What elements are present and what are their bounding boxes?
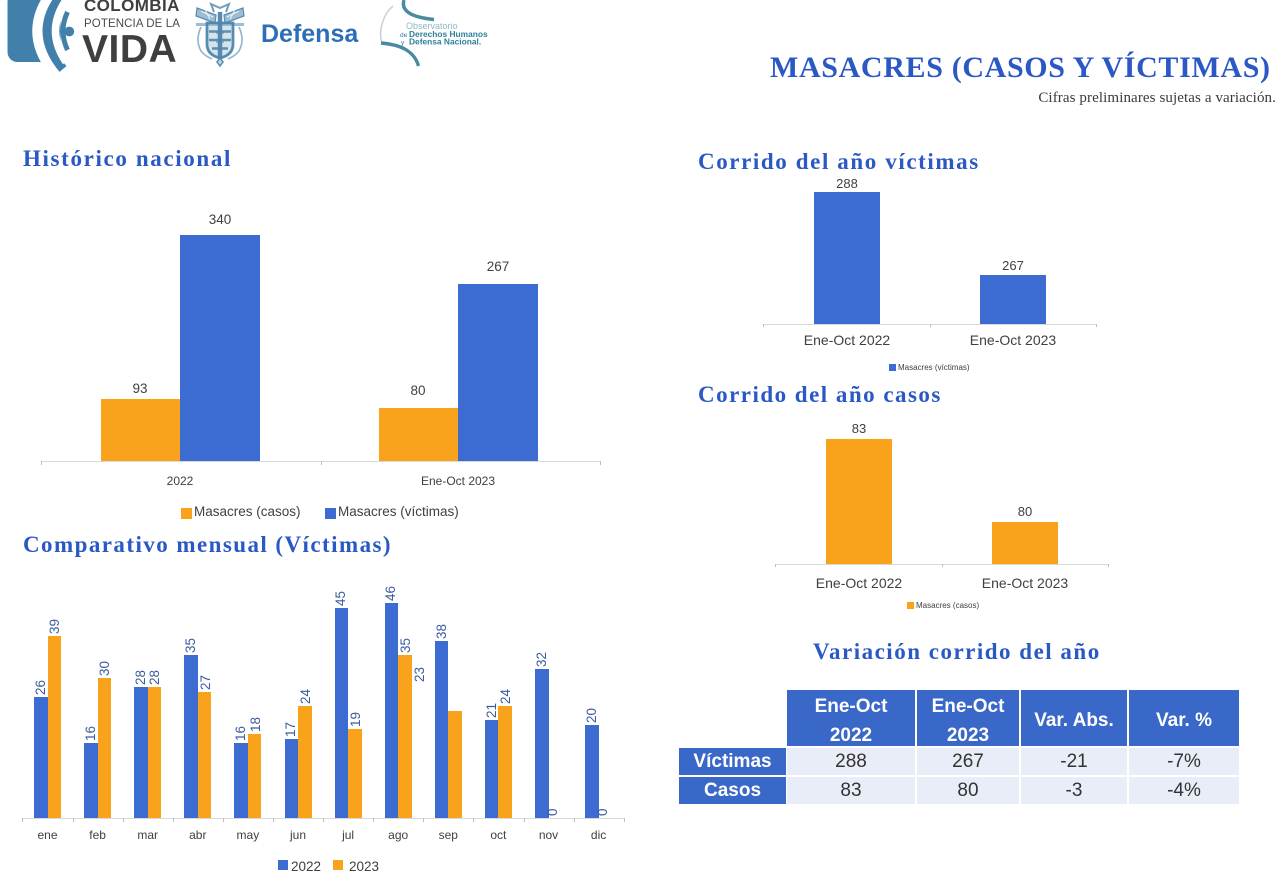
svg-text:y: y xyxy=(401,40,405,47)
svg-text:Derechos Humanos: Derechos Humanos xyxy=(409,29,488,39)
svg-text:Observatorio: Observatorio xyxy=(406,21,458,31)
svg-text:Defensa Nacional.: Defensa Nacional. xyxy=(409,37,481,47)
svg-text:POTENCIA DE LA: POTENCIA DE LA xyxy=(84,18,180,30)
svg-text:VIDA: VIDA xyxy=(82,28,177,71)
svg-text:de: de xyxy=(400,32,408,39)
svg-text:COLOMBIA: COLOMBIA xyxy=(84,0,180,15)
svg-text:Defensa: Defensa xyxy=(261,20,359,48)
